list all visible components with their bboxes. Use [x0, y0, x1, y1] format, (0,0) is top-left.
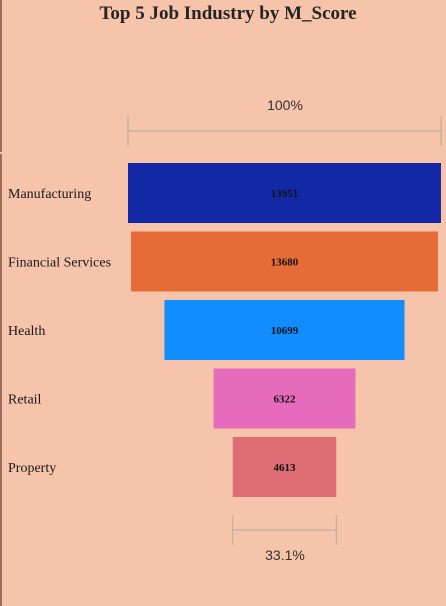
chart-title: Top 5 Job Industry by M_Score [99, 3, 357, 24]
value-label-property: 4613 [274, 462, 297, 474]
funnel-bar-manufacturing[interactable] [128, 163, 441, 223]
value-label-health: 10699 [271, 325, 299, 337]
funnel-bar-property[interactable] [232, 437, 337, 497]
category-label-manufacturing: Manufacturing [8, 187, 91, 202]
value-label-retail: 6322 [274, 394, 297, 406]
value-label-financial-services: 13680 [271, 257, 299, 269]
bottom-percent-label: 33.1% [265, 547, 305, 563]
funnel-bar-financial-services[interactable] [131, 231, 438, 292]
category-label-health: Health [8, 324, 45, 339]
funnel-bar-health[interactable] [164, 300, 405, 360]
category-label-retail: Retail [8, 393, 42, 408]
visual-frame-border [0, 0, 2, 606]
top-percent-label: 100% [267, 97, 303, 113]
category-label-financial-services: Financial Services [8, 256, 111, 271]
value-label-manufacturing: 13951 [271, 188, 299, 200]
visual-frame-notch [0, 152, 6, 154]
funnel-bar-retail[interactable] [213, 368, 356, 429]
category-label-property: Property [8, 461, 56, 476]
